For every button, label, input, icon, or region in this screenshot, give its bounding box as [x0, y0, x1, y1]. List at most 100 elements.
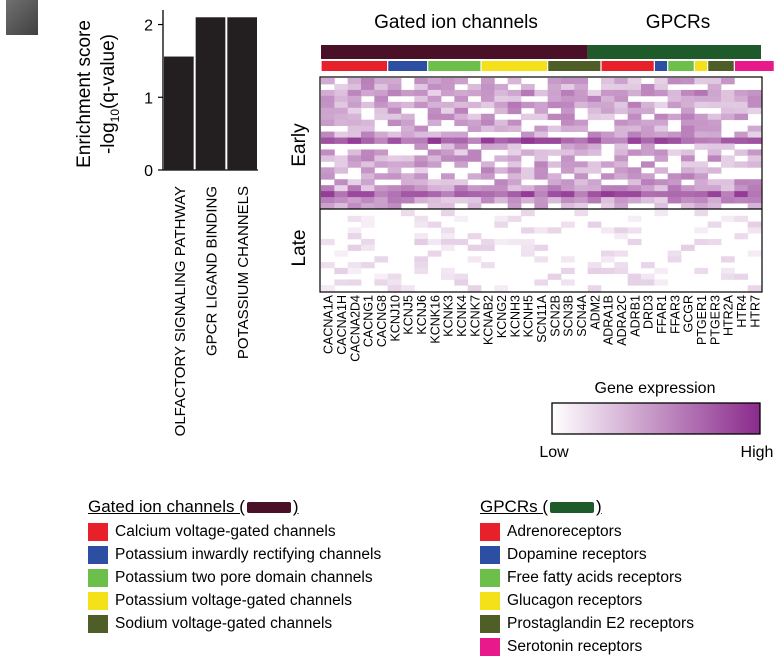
heatmap-cell	[347, 78, 362, 85]
heatmap-cell	[427, 101, 442, 109]
heatmap-cell	[707, 149, 722, 156]
heatmap-cell	[414, 161, 429, 168]
heatmap-cell	[347, 179, 362, 186]
heatmap-cell	[361, 221, 375, 228]
legend-item: Calcium voltage-gated channels	[88, 520, 381, 543]
heatmap-cell	[374, 173, 389, 180]
heatmap-cell	[481, 125, 495, 132]
heatmap-cell	[374, 191, 389, 198]
heatmap-cell	[681, 149, 695, 156]
legend-color-swatch	[480, 545, 500, 564]
gene-label: SCN2B	[548, 295, 562, 337]
heatmap-cell	[667, 173, 682, 180]
group-bar-gpcrs	[587, 45, 761, 59]
heatmap-cell	[561, 137, 575, 144]
heatmap-cell	[667, 113, 682, 121]
gene-label: PTGER1	[695, 295, 709, 345]
heatmap-cell	[441, 185, 455, 192]
heatmap-cell	[347, 89, 362, 97]
heatmap-cell	[721, 185, 735, 192]
heatmap-cell	[401, 185, 415, 192]
heatmap-cell	[507, 89, 522, 97]
heatmap-cell	[481, 101, 495, 109]
heatmap-cell	[507, 143, 522, 150]
heatmap-cell	[627, 185, 642, 192]
bar-y-label-line2: -log10(q-value)	[98, 34, 122, 154]
gene-label: ADRA2C	[615, 295, 629, 346]
heatmap-cell	[534, 137, 549, 144]
legend-item-label: Glucagon receptors	[507, 592, 643, 609]
heatmap-cell	[321, 155, 335, 162]
heatmap-cell	[414, 143, 429, 150]
heatmap-cell	[641, 125, 655, 132]
heatmap-cell	[481, 137, 495, 144]
heatmap-cell	[467, 256, 482, 263]
heatmap-cell	[654, 267, 669, 275]
heatmap-cell	[707, 95, 722, 103]
group-label-gated: Gated ion channels	[374, 12, 538, 33]
subfamily-bar	[708, 61, 734, 71]
heatmap-cell	[547, 101, 562, 109]
heatmap-cell	[441, 273, 455, 280]
heatmap-cell	[614, 83, 629, 91]
heatmap-cell	[694, 203, 709, 210]
heatmap-cell	[361, 179, 375, 186]
heatmap-cell	[667, 95, 682, 103]
heatmap-cell	[707, 78, 722, 85]
heatmap-cell	[601, 227, 615, 234]
heatmap-cell	[561, 95, 575, 103]
heatmap-cell	[614, 137, 629, 144]
heatmap-cell	[321, 285, 335, 292]
heatmap-cell	[747, 161, 762, 168]
legend-item: Sodium voltage-gated channels	[88, 612, 381, 635]
heatmap-cell	[334, 83, 349, 91]
heatmap-cell	[654, 101, 669, 109]
heatmap-cell	[694, 238, 709, 246]
heatmap-cell	[427, 149, 442, 156]
heatmap-cell	[347, 131, 362, 138]
heatmap-cell	[387, 155, 402, 162]
gene-label: SCN4A	[575, 294, 589, 336]
heatmap-cell	[441, 197, 455, 204]
gene-label: KCNK7	[468, 295, 482, 337]
heatmap-cell	[614, 233, 629, 240]
heatmap-cell	[414, 191, 429, 198]
heatmap-cell	[427, 179, 442, 186]
heatmap-cell	[347, 95, 362, 103]
heatmap-cell	[401, 113, 415, 121]
heatmap-cell	[681, 131, 695, 138]
heatmap-cell	[454, 197, 469, 204]
heatmap-cell	[521, 244, 535, 251]
legend-item: Potassium inwardly rectifying channels	[88, 543, 381, 566]
heatmap-cell	[747, 101, 762, 109]
heatmap-cell	[441, 244, 455, 251]
heatmap-cell	[574, 101, 589, 109]
heatmap-cell	[627, 197, 642, 204]
heatmap-cell	[681, 107, 695, 115]
subfamily-bar	[734, 61, 774, 71]
gene-label: KCNAB2	[482, 295, 496, 345]
heatmap-cell	[414, 83, 429, 91]
heatmap-cell	[334, 279, 349, 286]
heatmap-cell	[667, 137, 682, 144]
heatmap-cell	[374, 107, 389, 115]
heatmap-cell	[721, 113, 735, 121]
heatmap-cell	[361, 167, 375, 174]
heatmap-cell	[627, 238, 642, 246]
heatmap-cell	[627, 125, 642, 132]
heatmap-cell	[441, 227, 455, 234]
heatmap-cell	[614, 78, 629, 85]
heatmap-frame	[319, 76, 763, 293]
heatmap-cell	[481, 95, 495, 103]
heatmap-cell	[574, 185, 589, 192]
heatmap-cell	[387, 197, 402, 204]
legend-gated-color-swatch	[246, 502, 291, 514]
heatmap-cell	[361, 131, 375, 138]
heatmap-cell	[707, 137, 722, 144]
heatmap-cell	[427, 119, 442, 127]
gene-label: HTR4	[735, 295, 749, 328]
heatmap-cell	[521, 167, 535, 174]
bar	[164, 56, 194, 170]
heatmap-cell	[467, 149, 482, 156]
legend-color-swatch	[480, 637, 500, 656]
